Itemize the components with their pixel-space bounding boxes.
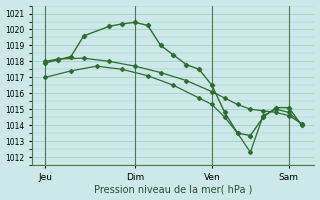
X-axis label: Pression niveau de la mer( hPa ): Pression niveau de la mer( hPa ) xyxy=(94,184,252,194)
